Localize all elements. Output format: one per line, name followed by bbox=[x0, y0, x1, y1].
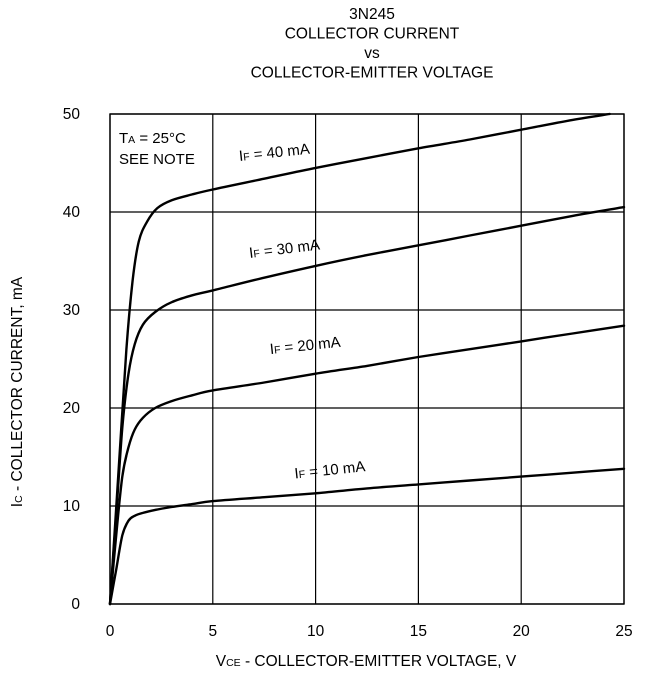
y-tick-label: 0 bbox=[71, 596, 80, 613]
y-tick-labels: 0 10 20 30 40 50 bbox=[63, 106, 81, 613]
y-axis-label: IC - COLLECTOR CURRENT, mA bbox=[9, 276, 26, 507]
series-labels: IF = 40 mA IF = 30 mA IF = 20 mA IF = 10 mA bbox=[238, 141, 366, 483]
series-line-if-20ma bbox=[108, 324, 626, 606]
series-line-if-30ma bbox=[108, 205, 626, 606]
series-line-if-10ma bbox=[108, 467, 626, 606]
series-line-if-40ma bbox=[108, 112, 611, 606]
series-label: IF = 30 mA bbox=[248, 236, 321, 262]
x-tick-label: 0 bbox=[106, 623, 115, 640]
title-line-2: COLLECTOR CURRENT bbox=[285, 26, 460, 43]
y-tick-label: 20 bbox=[63, 400, 81, 417]
plot-border bbox=[109, 113, 625, 605]
x-tick-label: 25 bbox=[615, 623, 632, 640]
title-line-3: vs bbox=[364, 45, 380, 62]
y-tick-label: 10 bbox=[63, 498, 81, 515]
x-tick-label: 5 bbox=[208, 623, 217, 640]
axis-labels: VCE - COLLECTOR-EMITTER VOLTAGE, V IC - C… bbox=[9, 276, 517, 670]
x-tick-label: 15 bbox=[410, 623, 427, 640]
grid bbox=[109, 113, 625, 605]
plot-frame bbox=[109, 113, 625, 605]
y-tick-label: 50 bbox=[63, 106, 81, 123]
series-label: IF = 10 mA bbox=[294, 458, 366, 482]
conditions-note: TA = 25°C SEE NOTE bbox=[119, 130, 195, 168]
series-label: IF = 40 mA bbox=[238, 141, 310, 165]
title-line-1: 3N245 bbox=[349, 6, 395, 23]
x-axis-label: VCE - COLLECTOR-EMITTER VOLTAGE, V bbox=[216, 653, 517, 670]
y-tick-label: 30 bbox=[63, 302, 81, 319]
series-lines bbox=[108, 112, 626, 606]
see-note-label: SEE NOTE bbox=[119, 151, 195, 168]
y-tick-label: 40 bbox=[63, 204, 81, 221]
x-tick-labels: 0 5 10 15 20 25 bbox=[106, 623, 633, 640]
x-tick-label: 20 bbox=[513, 623, 531, 640]
series-label: IF = 20 mA bbox=[269, 334, 341, 358]
chart-title: 3N245 COLLECTOR CURRENT vs COLLECTOR-EMITTE… bbox=[251, 6, 494, 82]
ambient-temperature-note: TA = 25°C bbox=[119, 130, 186, 147]
x-tick-label: 10 bbox=[307, 623, 325, 640]
title-line-4: COLLECTOR-EMITTER VOLTAGE bbox=[251, 65, 494, 82]
